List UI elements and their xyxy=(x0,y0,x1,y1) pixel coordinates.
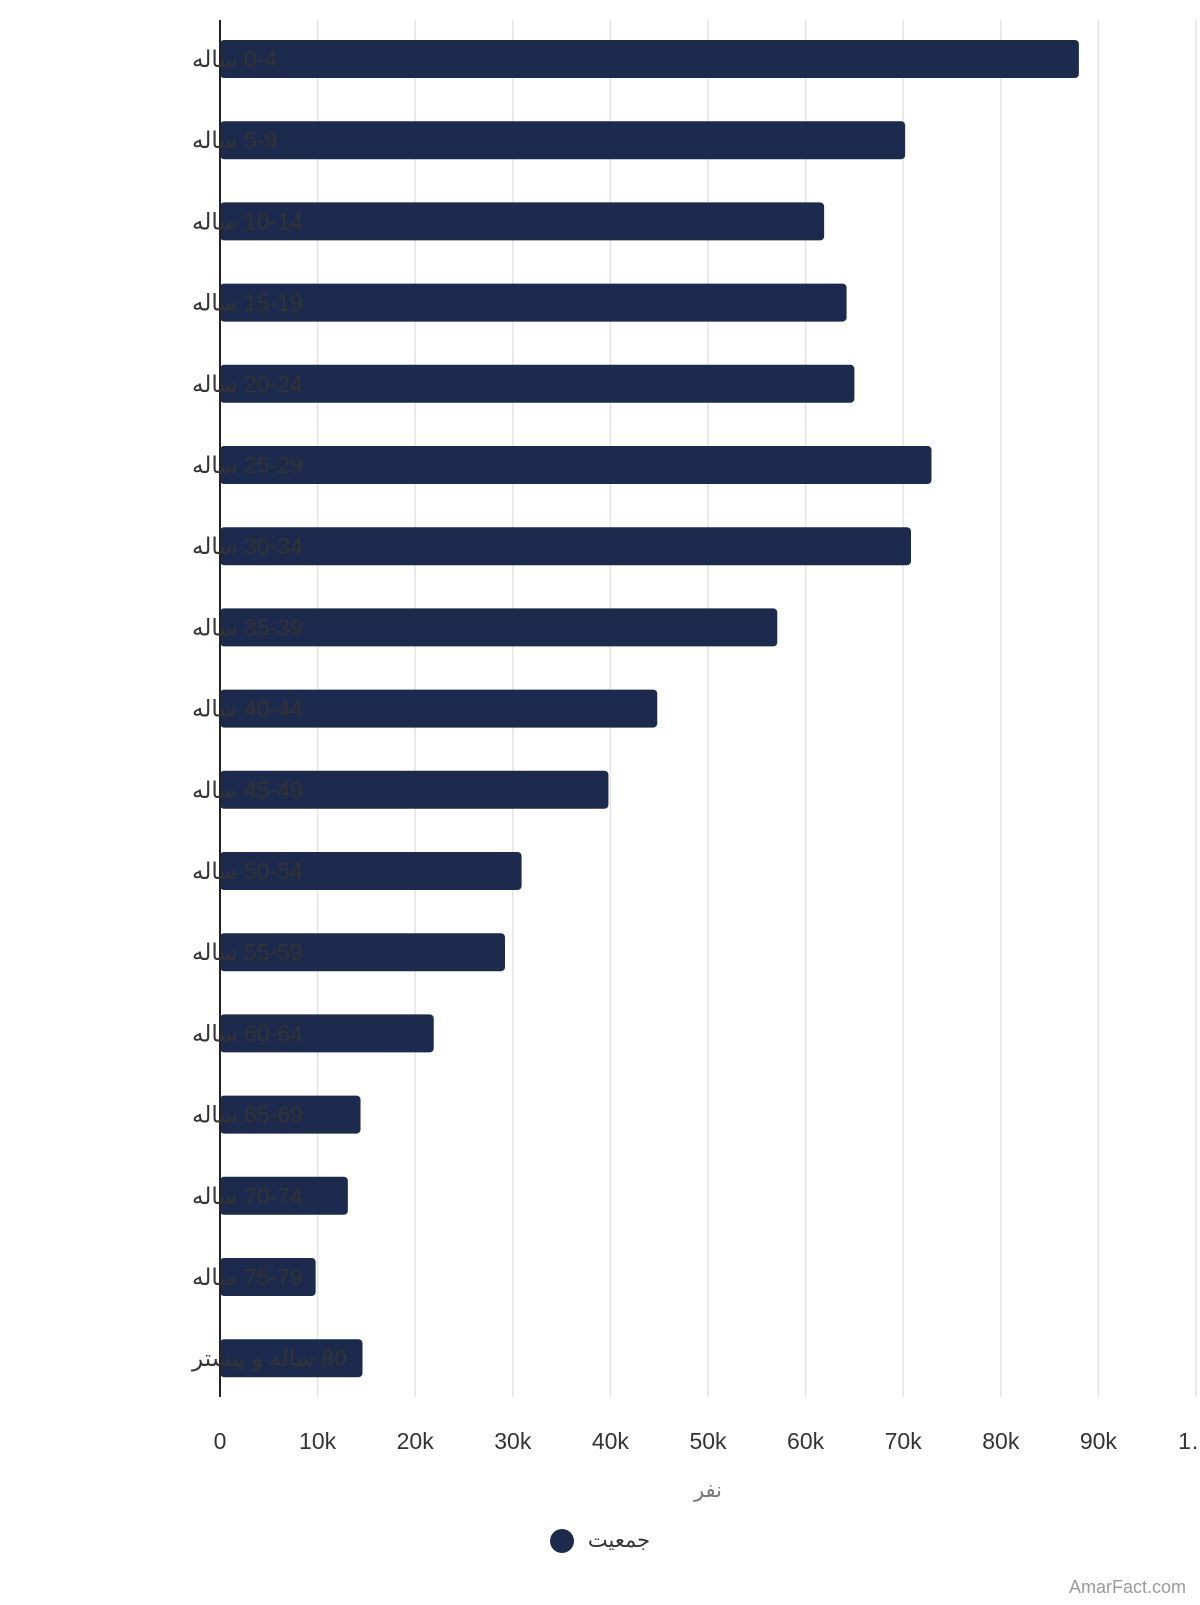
x-tick-label: 0 xyxy=(214,1428,227,1454)
category-label: 80 ساله و بیشتر xyxy=(191,1345,347,1372)
category-label: 10-14 ساله xyxy=(192,208,303,234)
bar[interactable] xyxy=(220,770,609,809)
x-tick-label: 60k xyxy=(787,1428,825,1454)
x-axis-title: نفر xyxy=(693,1479,722,1502)
bar[interactable] xyxy=(220,121,906,160)
category-label: 60-64 ساله xyxy=(192,1020,303,1046)
bar[interactable] xyxy=(220,1014,434,1053)
bar[interactable] xyxy=(220,364,855,403)
bar[interactable] xyxy=(220,527,912,566)
bar[interactable] xyxy=(220,689,658,728)
x-tick-label: 1… xyxy=(1178,1428,1200,1454)
legend-label[interactable]: جمعیت xyxy=(587,1529,651,1552)
category-label: 30-34 ساله xyxy=(192,533,303,559)
legend: جمعیت xyxy=(0,1528,1200,1559)
x-tick-label: 30k xyxy=(494,1428,532,1454)
category-label: 20-24 ساله xyxy=(192,371,303,397)
category-label: 70-74 ساله xyxy=(192,1183,303,1209)
x-tick-label: 80k xyxy=(982,1428,1020,1454)
category-label: 15-19 ساله xyxy=(192,290,303,316)
category-label: 5-9 ساله xyxy=(192,127,277,153)
category-label: 25-29 ساله xyxy=(192,452,303,478)
category-label: 50-54 ساله xyxy=(192,858,303,884)
bar[interactable] xyxy=(220,1339,363,1378)
bar[interactable] xyxy=(220,446,932,484)
bar[interactable] xyxy=(220,283,847,322)
watermark: AmarFact.com xyxy=(1068,1577,1186,1597)
bar[interactable] xyxy=(220,1176,348,1215)
category-label: 45-49 ساله xyxy=(192,777,303,803)
x-tick-label: 50k xyxy=(689,1428,727,1454)
bar[interactable] xyxy=(220,202,825,241)
bar[interactable] xyxy=(220,40,1079,78)
category-label: 40-44 ساله xyxy=(192,696,303,722)
x-tick-label: 70k xyxy=(885,1428,923,1454)
x-tick-label: 10k xyxy=(299,1428,337,1454)
category-label: 0-4 ساله xyxy=(192,46,277,72)
bar[interactable] xyxy=(220,1258,316,1296)
legend-swatch[interactable] xyxy=(549,1528,574,1553)
bar[interactable] xyxy=(220,933,505,972)
bar[interactable] xyxy=(220,608,778,647)
category-label: 35-39 ساله xyxy=(192,614,303,640)
category-label: 75-79 ساله xyxy=(192,1264,303,1290)
x-tick-label: 40k xyxy=(592,1428,630,1454)
category-label: 55-59 ساله xyxy=(192,939,303,965)
bar[interactable] xyxy=(220,1095,361,1134)
x-tick-label: 90k xyxy=(1080,1428,1118,1454)
x-tick-label: 20k xyxy=(397,1428,435,1454)
category-label: 65-69 ساله xyxy=(192,1102,303,1128)
bar[interactable] xyxy=(220,852,522,890)
